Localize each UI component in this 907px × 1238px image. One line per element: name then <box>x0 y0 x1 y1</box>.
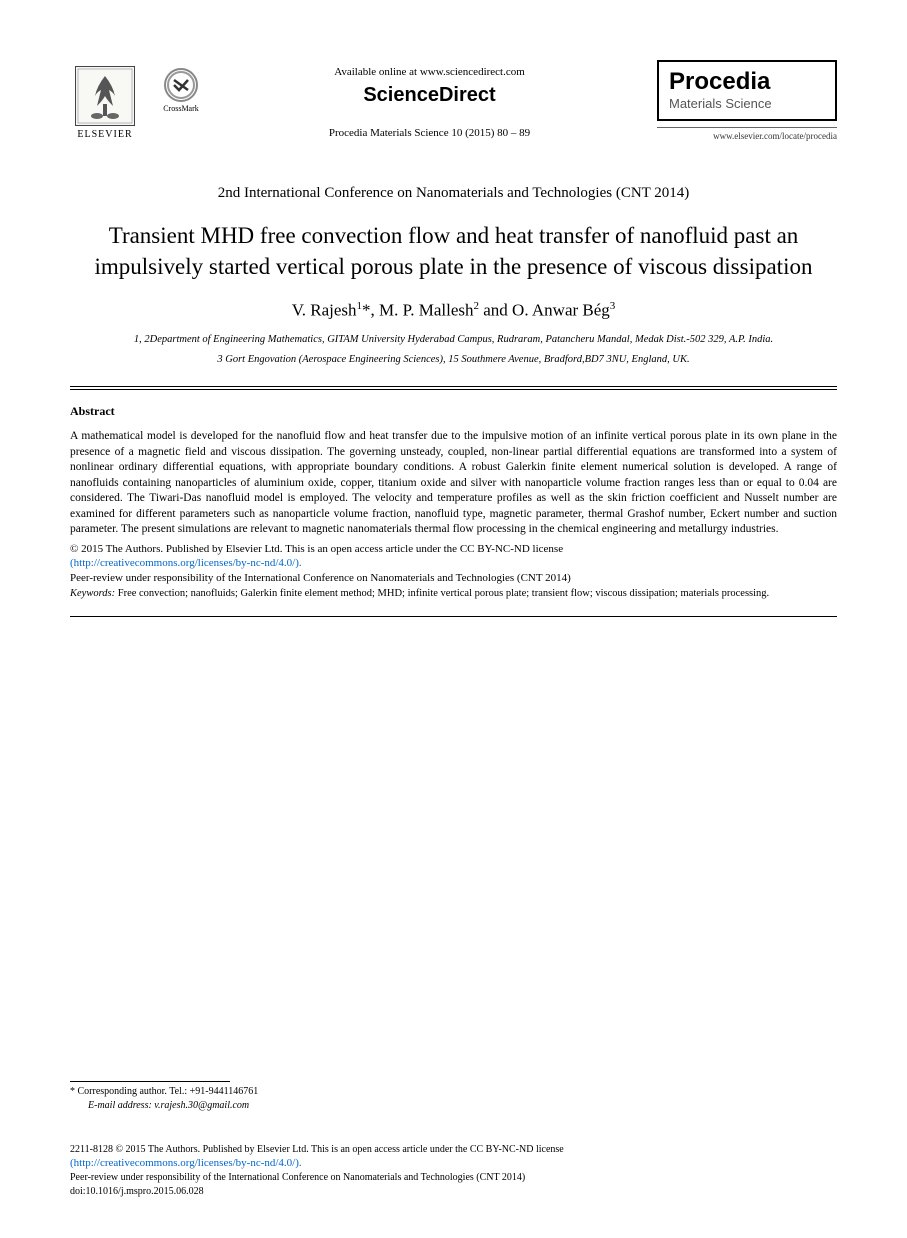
affiliation-2: 3 Gort Engovation (Aerospace Engineering… <box>70 353 837 368</box>
procedia-subtitle: Materials Science <box>669 96 825 111</box>
elsevier-tree-icon <box>75 66 135 126</box>
elsevier-logo: ELSEVIER <box>70 60 140 145</box>
footer-doi: doi:10.1016/j.mspro.2015.06.028 <box>70 1185 837 1199</box>
corresponding-email: v.rajesh.30@gmail.com <box>152 1100 249 1111</box>
affiliation-1: 1, 2Department of Engineering Mathematic… <box>70 333 837 348</box>
license-link-text: (http://creativecommons.org/licenses/by-… <box>70 557 302 569</box>
crossmark-badge[interactable]: CrossMark <box>160 68 202 123</box>
license-line-1: © 2015 The Authors. Published by Elsevie… <box>70 542 837 557</box>
keywords-label: Keywords: <box>70 588 115 599</box>
license-link[interactable]: (http://creativecommons.org/licenses/by-… <box>70 557 837 569</box>
corresponding-email-line: E-mail address: v.rajesh.30@gmail.com <box>70 1099 837 1113</box>
abstract-heading: Abstract <box>70 404 837 419</box>
corresponding-author-block: * Corresponding author. Tel.: +91-944114… <box>70 1081 837 1113</box>
conference-name: 2nd International Conference on Nanomate… <box>70 185 837 202</box>
citation-text: Procedia Materials Science 10 (2015) 80 … <box>202 127 657 139</box>
corresponding-rule <box>70 1081 230 1082</box>
footer-peer-review: Peer-review under responsibility of the … <box>70 1171 837 1185</box>
corresponding-line-1: * Corresponding author. Tel.: +91-944114… <box>70 1085 837 1099</box>
corresponding-email-label: E-mail address: <box>88 1100 152 1111</box>
procedia-title: Procedia <box>669 70 825 94</box>
footer-issn-line: 2211-8128 © 2015 The Authors. Published … <box>70 1143 837 1157</box>
procedia-url: www.elsevier.com/locate/procedia <box>657 127 837 141</box>
divider-thin <box>70 389 837 390</box>
sciencedirect-logo: ScienceDirect <box>202 84 657 107</box>
header-center: Available online at www.sciencedirect.co… <box>202 60 657 139</box>
divider-top <box>70 386 837 387</box>
paper-title: Transient MHD free convection flow and h… <box>70 220 837 282</box>
abstract-body: A mathematical model is developed for th… <box>70 429 837 538</box>
header-left: ELSEVIER CrossMark <box>70 60 202 145</box>
keywords-text: Free convection; nanofluids; Galerkin fi… <box>115 588 769 599</box>
divider-bottom <box>70 616 837 617</box>
header-row: ELSEVIER CrossMark Available online at w… <box>70 60 837 145</box>
footer-block: 2211-8128 © 2015 The Authors. Published … <box>70 1143 837 1198</box>
peer-review-line: Peer-review under responsibility of the … <box>70 571 837 586</box>
footer-license-link[interactable]: (http://creativecommons.org/licenses/by-… <box>70 1156 837 1171</box>
elsevier-label: ELSEVIER <box>77 129 132 140</box>
header-right: Procedia Materials Science www.elsevier.… <box>657 60 837 141</box>
authors-line: V. Rajesh1*, M. P. Mallesh2 and O. Anwar… <box>70 300 837 321</box>
keywords-line: Keywords: Free convection; nanofluids; G… <box>70 587 837 601</box>
available-online-text: Available online at www.sciencedirect.co… <box>202 66 657 78</box>
crossmark-icon <box>164 68 198 102</box>
footer-license-link-text: (http://creativecommons.org/licenses/by-… <box>70 1157 302 1169</box>
crossmark-label: CrossMark <box>163 104 199 113</box>
procedia-box: Procedia Materials Science <box>657 60 837 121</box>
